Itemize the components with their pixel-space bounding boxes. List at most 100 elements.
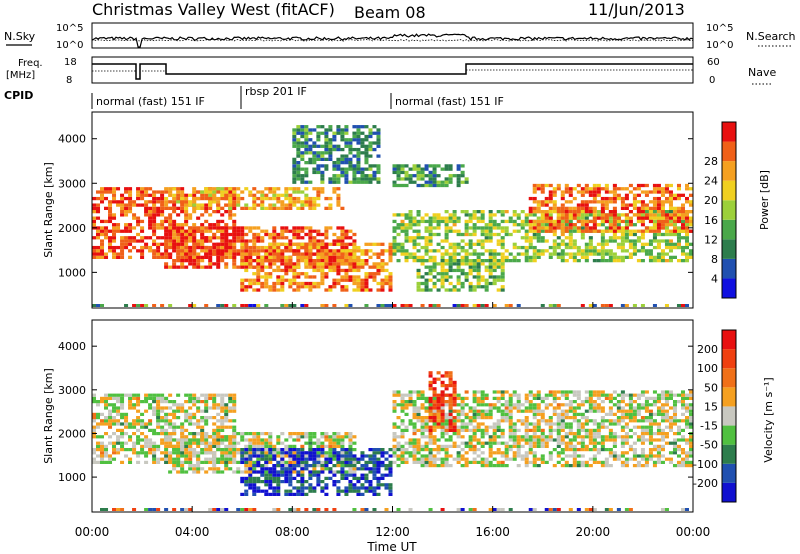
heatmap-cell bbox=[232, 451, 237, 455]
heatmap-cell bbox=[464, 425, 469, 429]
heatmap-cell bbox=[348, 249, 353, 253]
heatmap-cell bbox=[448, 213, 453, 217]
heatmap-cell bbox=[444, 425, 449, 429]
heatmap-cell bbox=[456, 180, 461, 184]
heatmap-cell bbox=[296, 259, 301, 263]
heatmap-cell bbox=[416, 438, 421, 442]
heatmap-cell bbox=[512, 255, 517, 259]
heatmap-cell bbox=[564, 190, 569, 194]
freq-label-line1: Freq. bbox=[18, 58, 43, 69]
heatmap-cell bbox=[420, 457, 425, 461]
heatmap-cell bbox=[592, 210, 597, 214]
heatmap-cell bbox=[456, 435, 461, 439]
heatmap-cell bbox=[576, 249, 581, 253]
heatmap-cell bbox=[420, 219, 425, 224]
heatmap-cell bbox=[340, 470, 345, 474]
heatmap-cell bbox=[168, 470, 173, 474]
heatmap-cell bbox=[168, 304, 173, 307]
heatmap-cell bbox=[404, 226, 409, 230]
cpid-segment-3: normal (fast) 151 IF bbox=[395, 95, 504, 108]
heatmap-cell bbox=[260, 206, 265, 210]
heatmap-cell bbox=[224, 409, 229, 413]
heatmap-cell bbox=[316, 259, 321, 263]
heatmap-cell bbox=[348, 229, 353, 233]
heatmap-cell bbox=[136, 393, 141, 397]
heatmap-cell bbox=[644, 226, 649, 230]
heatmap-cell bbox=[320, 157, 325, 161]
heatmap-cell bbox=[332, 252, 337, 256]
heatmap-cell bbox=[292, 177, 297, 181]
heatmap-cell bbox=[224, 187, 229, 191]
heatmap-cell bbox=[368, 457, 373, 461]
heatmap-cell bbox=[472, 428, 477, 432]
heatmap-cell bbox=[428, 304, 433, 307]
heatmap-cell bbox=[352, 281, 357, 286]
heatmap-cell bbox=[240, 252, 245, 256]
heatmap-cell bbox=[296, 448, 301, 452]
heatmap-cell bbox=[600, 249, 605, 253]
heatmap-cell bbox=[348, 275, 353, 279]
heatmap-cell bbox=[176, 239, 181, 243]
heatmap-cell bbox=[96, 448, 101, 452]
heatmap-cell bbox=[352, 170, 357, 175]
heatmap-cell bbox=[524, 464, 529, 468]
heatmap-cell bbox=[680, 236, 685, 240]
heatmap-cell bbox=[492, 438, 497, 442]
heatmap-cell bbox=[176, 242, 181, 246]
heatmap-cell bbox=[436, 180, 441, 184]
heatmap-cell bbox=[336, 492, 341, 496]
heatmap-cell bbox=[144, 460, 149, 464]
heatmap-cell bbox=[128, 448, 133, 452]
heatmap-cell bbox=[416, 177, 421, 181]
heatmap-cell bbox=[228, 406, 233, 410]
heatmap-cell bbox=[352, 460, 357, 464]
heatmap-cell bbox=[584, 226, 589, 230]
heatmap-cell bbox=[364, 304, 369, 307]
heatmap-cell bbox=[292, 448, 297, 452]
heatmap-cell bbox=[328, 249, 333, 253]
heatmap-cell bbox=[108, 245, 113, 250]
heatmap-cell bbox=[468, 262, 473, 266]
heatmap-cell bbox=[156, 448, 161, 452]
heatmap-cell bbox=[156, 416, 161, 420]
heatmap-cell bbox=[400, 409, 405, 413]
heatmap-cell bbox=[488, 252, 493, 256]
heatmap-cell bbox=[172, 245, 177, 250]
heatmap-cell bbox=[392, 393, 397, 397]
heatmap-cell bbox=[324, 141, 329, 145]
heatmap-cell bbox=[500, 460, 505, 464]
heatmap-cell bbox=[292, 460, 297, 464]
heatmap-cell bbox=[532, 226, 537, 230]
heatmap-cell bbox=[484, 265, 489, 269]
heatmap-cell bbox=[252, 278, 257, 282]
heatmap-cell bbox=[288, 278, 293, 282]
heatmap-cell bbox=[220, 193, 225, 197]
heatmap-cell bbox=[344, 448, 349, 452]
heatmap-cell bbox=[492, 213, 497, 217]
heatmap-cell bbox=[276, 252, 281, 256]
heatmap-cell bbox=[248, 441, 253, 445]
heatmap-cell bbox=[248, 190, 253, 194]
heatmap-cell bbox=[532, 464, 537, 468]
heatmap-cell bbox=[200, 409, 205, 413]
heatmap-cell bbox=[392, 170, 397, 175]
heatmap-cell bbox=[668, 229, 673, 233]
heatmap-cell bbox=[332, 278, 337, 282]
heatmap-cell bbox=[200, 229, 205, 233]
heatmap-cell bbox=[448, 288, 453, 292]
heatmap-cell bbox=[144, 435, 149, 439]
heatmap-cell bbox=[172, 262, 177, 266]
heatmap-cell bbox=[228, 206, 233, 210]
heatmap-cell bbox=[516, 464, 521, 468]
heatmap-cell bbox=[224, 460, 229, 464]
heatmap-cell bbox=[688, 200, 693, 204]
heatmap-cell bbox=[184, 196, 189, 201]
heatmap-cell bbox=[472, 223, 477, 227]
heatmap-cell bbox=[104, 252, 109, 256]
heatmap-cell bbox=[528, 444, 533, 448]
heatmap-cell bbox=[180, 245, 185, 250]
heatmap-cell bbox=[248, 206, 253, 210]
heatmap-cell bbox=[324, 138, 329, 142]
heatmap-cell bbox=[476, 268, 481, 273]
heatmap-cell bbox=[236, 229, 241, 233]
